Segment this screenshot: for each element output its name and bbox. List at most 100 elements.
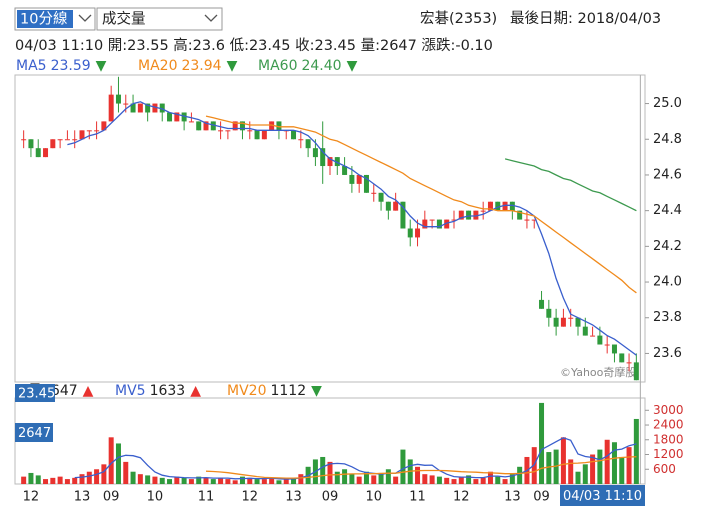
candle-body — [407, 228, 413, 238]
candle-body — [276, 121, 282, 131]
ma-line — [67, 101, 637, 356]
time-cursor-label-box — [560, 485, 645, 506]
candle-body — [291, 130, 297, 140]
candle-body — [531, 219, 537, 221]
candle-body — [225, 130, 231, 132]
volume-cursor-label-box — [15, 423, 53, 442]
legend-part: ▼ — [347, 58, 358, 74]
ma-line — [205, 456, 637, 479]
legend-part: MV5 — [115, 383, 146, 399]
candle-body — [356, 174, 362, 184]
candle-body — [159, 103, 165, 113]
volume-bar — [466, 475, 472, 484]
candle-body — [590, 335, 596, 337]
legend-part: 24.40 — [301, 58, 341, 74]
volume-bar — [480, 477, 486, 484]
x-tick-label: 09 — [322, 490, 339, 505]
volume-bar — [495, 476, 501, 484]
volume-bar — [167, 479, 173, 484]
candle-body — [327, 157, 333, 167]
time-cursor-label: 04/03 11:10 — [563, 489, 642, 504]
volume-bar — [626, 447, 632, 484]
volume-bar — [298, 474, 304, 484]
volume-bar — [50, 477, 56, 484]
volume-bar — [145, 475, 151, 484]
candle-body — [137, 103, 143, 113]
candle-body — [429, 219, 435, 221]
candle-body — [115, 94, 121, 104]
volume-bar — [604, 439, 610, 484]
legend-part: ▼ — [227, 58, 238, 74]
volume-bar — [291, 477, 297, 484]
volume-bar — [283, 479, 289, 484]
candle-body — [108, 94, 114, 122]
volume-bar — [393, 476, 399, 484]
candle-body — [582, 326, 588, 336]
candle-body — [633, 362, 639, 381]
volume-bar — [123, 461, 129, 484]
volume-bar — [72, 477, 78, 484]
candle-body — [21, 139, 27, 141]
legend-part: ▼ — [311, 383, 322, 399]
legend-part: MA60 — [258, 58, 297, 74]
candle-body — [174, 112, 180, 122]
volume-bar — [415, 466, 421, 484]
candle-body — [320, 148, 326, 167]
candle-body — [546, 308, 552, 318]
volume-bar — [568, 459, 574, 484]
y-tick-label: 3000 — [653, 403, 684, 417]
y-tick-label: 23.8 — [653, 310, 682, 325]
legend-part: 23.94 — [181, 58, 221, 74]
candle-body — [553, 317, 559, 327]
candle-body — [232, 121, 238, 131]
volume-bar — [334, 471, 340, 484]
candle-body — [218, 130, 224, 132]
volume-bar — [590, 454, 596, 484]
volume-bar — [174, 476, 180, 484]
candle-body — [363, 174, 369, 193]
candle-body — [560, 317, 566, 327]
candle-body — [436, 219, 442, 229]
volume-bar — [254, 479, 260, 484]
candle-body — [517, 210, 523, 220]
volume-bar — [239, 476, 245, 484]
volume-bar — [57, 476, 63, 484]
watermark: ©Yahoo奇摩股 — [560, 365, 636, 379]
last-date: 最後日期: 2018/04/03 — [510, 10, 661, 27]
legend-entry: MV5 1633 ▲ — [115, 383, 201, 399]
candle-body — [378, 192, 384, 202]
volume-bar — [363, 471, 369, 484]
x-tick-label: 12 — [241, 490, 258, 505]
candle-body — [495, 201, 501, 211]
candle-body — [188, 121, 194, 123]
legend-entry: MA5 23.59 ▼ — [16, 58, 107, 74]
candle-body — [619, 353, 625, 363]
legend-part: MA5 — [16, 58, 47, 74]
volume-bar — [553, 449, 559, 484]
volume-bar — [247, 477, 253, 484]
chevron — [78, 14, 92, 22]
price-cursor-label: 23.45 — [18, 387, 55, 402]
y-tick-label: 1200 — [653, 447, 684, 461]
candle-body — [210, 121, 216, 131]
indicator-select[interactable] — [96, 7, 223, 31]
candle-body — [342, 166, 348, 175]
legend-part: 23.59 — [51, 58, 91, 74]
volume-bar — [181, 477, 187, 484]
candle-body — [385, 201, 391, 211]
volume-bar — [473, 479, 479, 484]
volume-bar — [210, 479, 216, 484]
legend-part: ▼ — [96, 58, 107, 74]
legend-entry: MA20 23.94 ▼ — [138, 58, 238, 74]
volume-bar — [108, 437, 114, 484]
x-tick-label: 09 — [533, 490, 550, 505]
candle-body — [167, 112, 173, 122]
y-tick-label: 23.6 — [653, 346, 682, 361]
volume-bar — [276, 480, 282, 484]
volume-bar — [115, 443, 121, 484]
ma-line — [205, 115, 637, 294]
y-tick-label: 24.6 — [653, 167, 682, 182]
volume-bar — [152, 476, 158, 484]
x-tick-label: 11 — [198, 490, 215, 505]
